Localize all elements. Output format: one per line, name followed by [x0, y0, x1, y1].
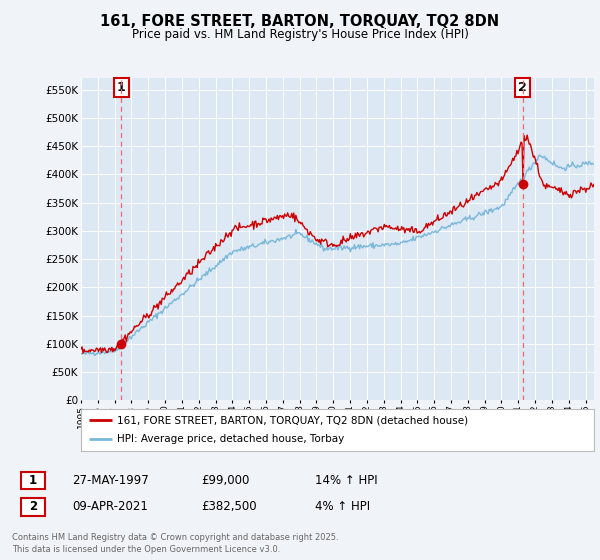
- Text: 161, FORE STREET, BARTON, TORQUAY, TQ2 8DN (detached house): 161, FORE STREET, BARTON, TORQUAY, TQ2 8…: [117, 415, 468, 425]
- Text: 14% ↑ HPI: 14% ↑ HPI: [315, 474, 377, 487]
- Text: Price paid vs. HM Land Registry's House Price Index (HPI): Price paid vs. HM Land Registry's House …: [131, 28, 469, 41]
- Text: 4% ↑ HPI: 4% ↑ HPI: [315, 500, 370, 514]
- Text: 09-APR-2021: 09-APR-2021: [72, 500, 148, 514]
- Text: HPI: Average price, detached house, Torbay: HPI: Average price, detached house, Torb…: [117, 435, 344, 445]
- Text: 1: 1: [117, 81, 126, 94]
- Text: 27-MAY-1997: 27-MAY-1997: [72, 474, 149, 487]
- Text: £99,000: £99,000: [201, 474, 250, 487]
- Text: 161, FORE STREET, BARTON, TORQUAY, TQ2 8DN: 161, FORE STREET, BARTON, TORQUAY, TQ2 8…: [100, 14, 500, 29]
- Text: 1: 1: [29, 474, 37, 487]
- Text: Contains HM Land Registry data © Crown copyright and database right 2025.
This d: Contains HM Land Registry data © Crown c…: [12, 533, 338, 554]
- Text: £382,500: £382,500: [201, 500, 257, 514]
- Text: 2: 2: [518, 81, 527, 94]
- Text: 2: 2: [29, 500, 37, 514]
